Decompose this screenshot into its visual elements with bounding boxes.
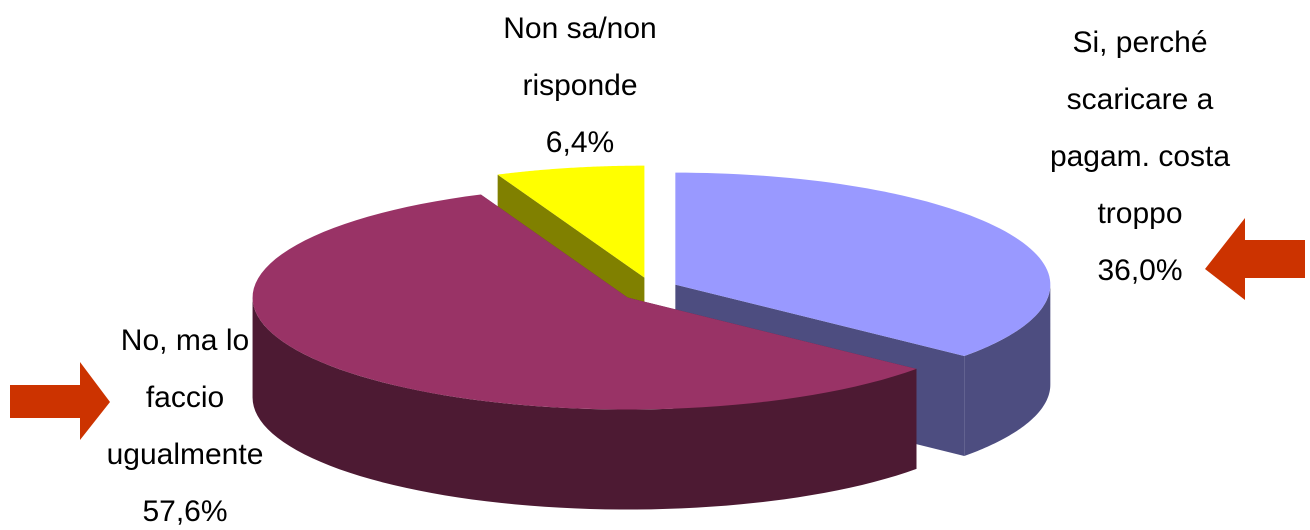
slice-label: Si, perché scaricare a pagam. costa trop… <box>1030 14 1250 299</box>
pie-slice <box>252 194 917 510</box>
slice-top <box>497 165 645 278</box>
value-label: 57,6% <box>142 495 228 528</box>
value-label: 36,0% <box>1097 254 1183 287</box>
arrow-left <box>1205 218 1305 300</box>
slice-side <box>252 297 917 510</box>
slice-label: Non sa/non risponde 6,4% <box>490 0 670 171</box>
slice-top <box>252 194 917 410</box>
category-label: Si, perché scaricare a pagam. costa trop… <box>1049 26 1231 230</box>
category-label: No, ma lo faccio ugualmente <box>106 324 264 471</box>
slices <box>252 165 1051 510</box>
slice-side <box>964 284 1051 457</box>
slice-top <box>675 172 1051 357</box>
arrow-right <box>10 362 110 440</box>
category-label: Non sa/non risponde <box>503 12 657 102</box>
value-label: 6,4% <box>545 126 615 159</box>
slice-label: No, ma lo faccio ugualmente 57,6% <box>85 312 285 530</box>
